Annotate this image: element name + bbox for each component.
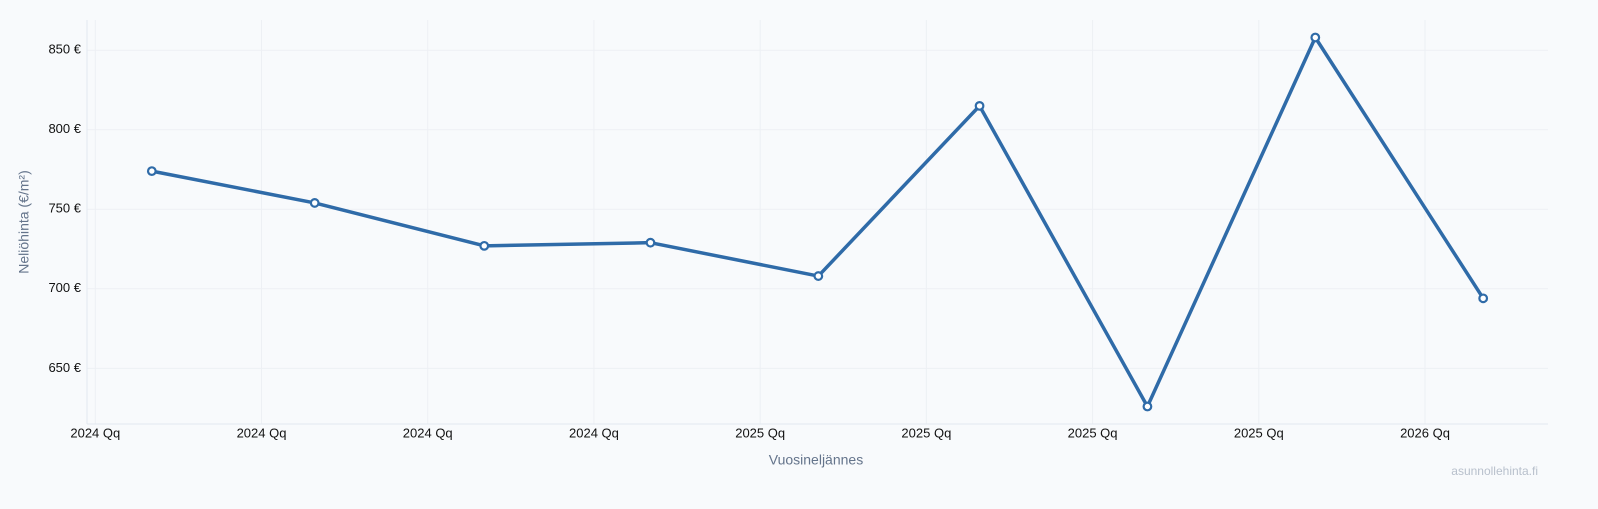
watermark: asunnollehinta.fi [1451, 464, 1538, 478]
y-tick-label: 650 € [48, 360, 81, 375]
x-tick-label: 2026 Qq [1400, 425, 1450, 440]
point [1478, 293, 1489, 304]
x-axis-label: Vuosineljännes [769, 452, 863, 468]
x-tick-label: 2024 Qq [569, 425, 619, 440]
x-tick-label: 2025 Qq [1234, 425, 1284, 440]
x-tick-label: 2024 Qq [237, 425, 287, 440]
x-tick-label: 2025 Qq [1068, 425, 1118, 440]
point [813, 271, 824, 281]
point [146, 166, 157, 177]
y-tick-label: 800 € [48, 121, 81, 136]
point [645, 237, 656, 248]
x-tick-label: 2025 Qq [735, 425, 785, 440]
point [1310, 32, 1321, 43]
point [1142, 401, 1153, 412]
point [309, 198, 320, 208]
y-tick-label: 750 € [48, 201, 81, 216]
y-tick-label: 700 € [48, 280, 81, 295]
x-tick-label: 2024 Qq [70, 425, 120, 440]
point [479, 240, 490, 251]
y-tick-label: 850 € [48, 42, 81, 57]
y-axis-label: Neliöhinta (€/m²) [16, 170, 32, 273]
x-tick-label: 2025 Qq [901, 425, 951, 440]
point [974, 100, 985, 111]
x-tick-label: 2024 Qq [403, 425, 453, 440]
